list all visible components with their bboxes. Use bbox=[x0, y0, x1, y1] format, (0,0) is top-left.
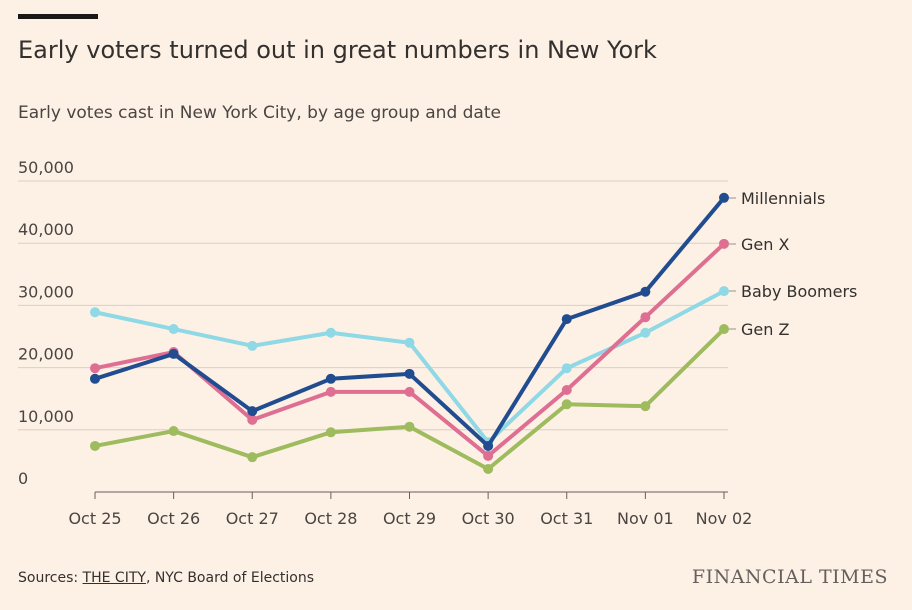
data-point bbox=[719, 192, 729, 203]
series-label: Gen Z bbox=[741, 320, 789, 339]
x-tick-label: Oct 26 bbox=[147, 509, 200, 528]
data-point bbox=[483, 463, 494, 474]
data-point bbox=[247, 414, 258, 425]
x-tick-label: Oct 29 bbox=[383, 509, 436, 528]
data-point bbox=[404, 386, 415, 397]
data-point bbox=[247, 340, 258, 351]
series-millennials: Millennials bbox=[90, 189, 825, 451]
data-point bbox=[90, 363, 100, 374]
data-point bbox=[168, 348, 179, 359]
y-tick-label: 40,000 bbox=[18, 220, 74, 239]
data-point bbox=[90, 440, 100, 451]
data-point bbox=[640, 327, 651, 338]
data-point bbox=[719, 286, 729, 297]
data-point bbox=[168, 426, 179, 437]
x-tick-label: Oct 25 bbox=[68, 509, 121, 528]
data-point bbox=[719, 238, 729, 249]
top-rule bbox=[18, 14, 98, 19]
series-gen-z: Gen Z bbox=[90, 320, 789, 474]
series-label: Millennials bbox=[741, 189, 825, 208]
series-label: Baby Boomers bbox=[741, 282, 857, 301]
data-point bbox=[168, 324, 179, 335]
y-tick-label: 0 bbox=[18, 469, 28, 488]
x-tick-label: Oct 30 bbox=[462, 509, 515, 528]
data-point bbox=[640, 401, 651, 412]
series-label: Gen X bbox=[741, 235, 789, 254]
data-point bbox=[404, 421, 415, 432]
data-point bbox=[483, 450, 494, 461]
x-tick-label: Nov 02 bbox=[696, 509, 753, 528]
data-point bbox=[640, 286, 651, 297]
chart-title: Early voters turned out in great numbers… bbox=[18, 36, 657, 64]
x-tick-label: Nov 01 bbox=[617, 509, 674, 528]
source-rest: , NYC Board of Elections bbox=[145, 570, 315, 586]
source-note: Sources: THE CITY, NYC Board of Election… bbox=[18, 570, 314, 586]
data-point bbox=[719, 324, 729, 335]
data-point bbox=[404, 368, 415, 379]
data-point bbox=[640, 312, 651, 323]
data-point bbox=[247, 452, 258, 463]
x-tick-label: Oct 31 bbox=[540, 509, 593, 528]
data-point bbox=[90, 373, 100, 384]
source-link-the-city[interactable]: THE CITY bbox=[82, 570, 146, 586]
y-tick-label: 20,000 bbox=[18, 345, 74, 364]
y-tick-label: 50,000 bbox=[18, 158, 74, 177]
data-point bbox=[325, 373, 336, 384]
data-point bbox=[404, 337, 415, 348]
source-prefix: Sources: bbox=[18, 570, 83, 586]
data-point bbox=[90, 307, 100, 318]
data-point bbox=[561, 399, 572, 410]
series-baby-boomers: Baby Boomers bbox=[90, 282, 857, 448]
series-line bbox=[94, 196, 726, 448]
data-point bbox=[325, 327, 336, 338]
x-tick-label: Oct 27 bbox=[226, 509, 279, 528]
data-point bbox=[483, 440, 494, 451]
data-point bbox=[561, 314, 572, 325]
y-tick-label: 10,000 bbox=[18, 407, 74, 426]
series-line bbox=[94, 327, 726, 471]
data-point bbox=[325, 427, 336, 438]
series-gen-x: Gen X bbox=[90, 235, 789, 461]
data-point bbox=[561, 363, 572, 374]
x-tick-label: Oct 28 bbox=[304, 509, 357, 528]
data-point bbox=[325, 386, 336, 397]
data-point bbox=[247, 406, 258, 417]
ft-logo: FINANCIAL TIMES bbox=[691, 566, 888, 588]
y-tick-label: 30,000 bbox=[18, 282, 74, 301]
data-point bbox=[561, 384, 572, 395]
chart-subtitle: Early votes cast in New York City, by ag… bbox=[18, 103, 501, 123]
